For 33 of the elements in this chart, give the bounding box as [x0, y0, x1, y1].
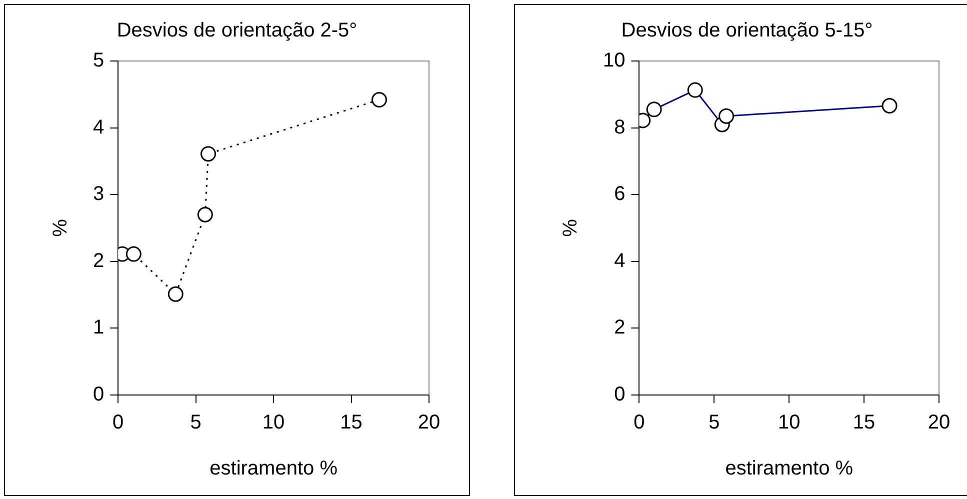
y-tick-label: 4 [614, 250, 626, 272]
x-tick-label: 0 [112, 412, 124, 434]
x-tick-label: 15 [852, 412, 876, 434]
point [197, 206, 213, 222]
y-axis-title: % [560, 218, 582, 237]
x-axis-title: estiramento % [210, 458, 338, 480]
y-tick-label: 0 [614, 384, 626, 406]
x-tick-label: 15 [340, 412, 362, 434]
x-tick-label: 5 [190, 412, 202, 434]
y-tick-label: 6 [614, 183, 626, 206]
y-tick-label: 0 [93, 384, 104, 406]
chart-title: Desvios de orientação 5-15° [621, 20, 873, 42]
point [126, 246, 142, 262]
x-tick-label: 10 [778, 412, 800, 434]
y-tick-label: 8 [614, 116, 626, 138]
point [168, 286, 184, 302]
y-tick-label: 5 [93, 50, 104, 72]
point [372, 92, 388, 108]
point [200, 146, 216, 162]
y-tick-label: 1 [93, 316, 104, 339]
y-tick-label: 3 [93, 183, 104, 206]
y-tick-label: 4 [93, 116, 104, 138]
y-tick-label: 10 [602, 50, 626, 72]
chart-title: Desvios de orientação 2-5° [116, 20, 358, 42]
x-tick-label: 10 [262, 412, 285, 434]
x-tick-label: 20 [418, 412, 440, 434]
x-tick-label: 5 [708, 412, 720, 434]
y-tick-label: 2 [93, 250, 104, 272]
y-axis-title: % [50, 218, 72, 237]
x-tick-label: 20 [928, 412, 950, 434]
x-axis-title: estiramento % [725, 458, 854, 480]
y-tick-label: 2 [614, 316, 626, 339]
x-tick-label: 0 [634, 412, 645, 434]
